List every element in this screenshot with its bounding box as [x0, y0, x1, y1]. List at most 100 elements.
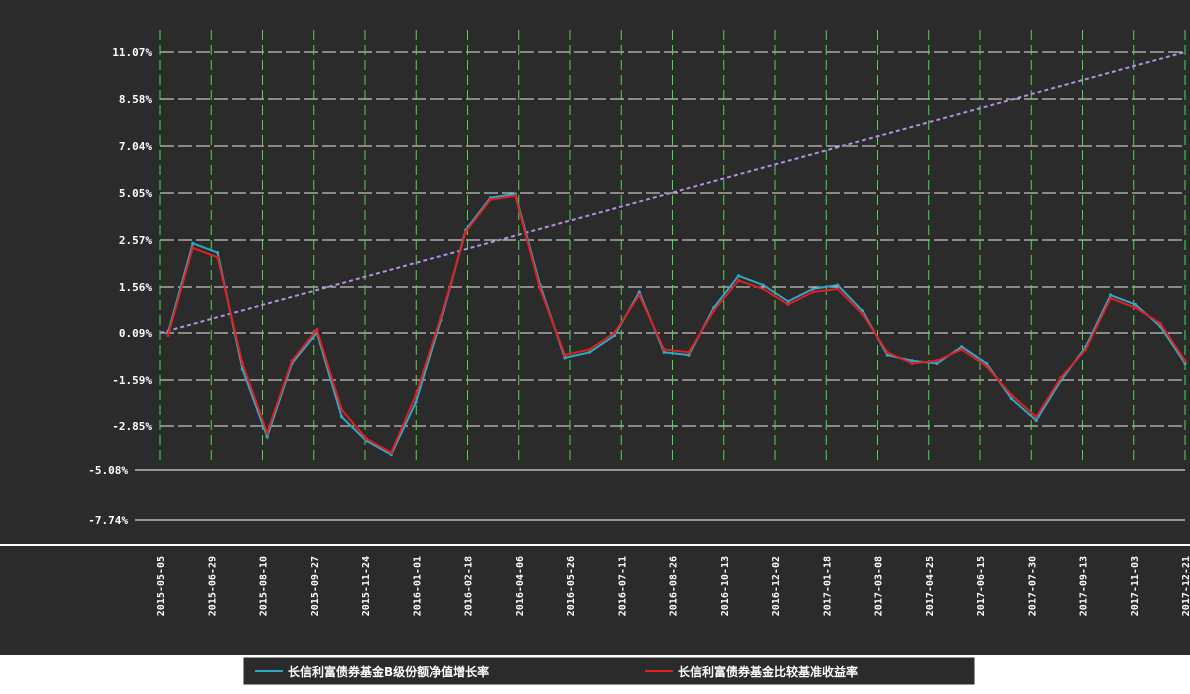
data-point [563, 356, 567, 360]
data-point [612, 333, 617, 338]
y-tick-label: 7.04% [119, 140, 152, 153]
data-point [563, 353, 567, 357]
data-point [736, 278, 741, 283]
data-point [414, 400, 418, 404]
x-tick-label: 2016-02-18 [464, 556, 475, 616]
data-point [712, 309, 716, 313]
data-point [166, 333, 170, 338]
data-point [364, 437, 368, 441]
data-point [786, 299, 790, 303]
data-point [1109, 293, 1113, 297]
data-point [1109, 296, 1113, 300]
data-point [265, 431, 269, 435]
data-point [340, 408, 344, 412]
series-line-fund [167, 192, 1186, 456]
data-point [414, 393, 418, 397]
y-tick-label: -1.59% [112, 374, 152, 387]
data-point [1034, 418, 1038, 423]
data-point [1183, 359, 1187, 363]
data-point [315, 328, 319, 332]
data-point [1183, 361, 1187, 366]
data-point [588, 347, 592, 352]
data-point [662, 347, 666, 352]
trend-line-group [159, 51, 1186, 334]
data-point [1009, 397, 1014, 401]
x-tick-label: 2017-04-25 [925, 556, 936, 616]
data-point [960, 347, 964, 352]
x-tick-label: 2017-11-03 [1130, 556, 1141, 616]
y-tick-label: 11.07% [112, 46, 152, 59]
y-tick-label: 5.05% [119, 187, 152, 200]
legend-label-fund: 长信利富债券基金B级份额净值增长率 [288, 664, 489, 679]
data-point [612, 331, 617, 335]
legend-box [242, 656, 976, 686]
x-tick-label: 2016-12-02 [771, 556, 782, 616]
y-axis: 11.07% 8.58% 7.04% 5.05% 2.57% 1.56% 0.09% -1.5… [88, 46, 152, 527]
x-tick-label: 2017-06-15 [976, 556, 987, 616]
chart-background [0, 0, 1190, 655]
data-point [1158, 321, 1162, 325]
x-tick-label: 2016-05-26 [566, 556, 577, 616]
data-point [513, 194, 517, 198]
y-tick-label: 8.58% [119, 93, 152, 106]
x-tick-label: 2015-09-27 [310, 556, 321, 616]
data-point [265, 435, 269, 439]
data-point [935, 361, 939, 366]
data-point [1133, 306, 1137, 310]
x-tick-label: 2016-07-11 [617, 556, 628, 616]
data-point [216, 251, 220, 255]
data-point [464, 230, 468, 234]
data-point [910, 361, 914, 366]
x-tick-label: 2017-01-18 [822, 556, 833, 616]
data-point [687, 350, 691, 354]
data-point [885, 350, 889, 354]
x-tick-label: 2017-03-08 [874, 556, 885, 616]
data-point [860, 309, 865, 313]
series-group [166, 192, 1187, 457]
data-point [736, 274, 741, 278]
data-point [960, 345, 964, 349]
trend-line [159, 51, 1186, 334]
data-point [935, 359, 939, 363]
data-point [240, 361, 244, 366]
data-point [191, 241, 195, 245]
data-point [1034, 415, 1038, 419]
y-tick-label: 1.56% [119, 281, 152, 294]
data-point [637, 290, 641, 294]
data-point [1059, 375, 1063, 380]
data-point [1084, 347, 1088, 352]
data-point [836, 287, 840, 291]
data-point [389, 451, 393, 455]
legend-label-benchmark: 长信利富债券基金比较基准收益率 [678, 664, 858, 679]
data-point [910, 359, 914, 363]
x-tick-label: 2017-07-30 [1027, 556, 1038, 616]
y-tick-label: -2.85% [112, 420, 152, 433]
data-point [761, 283, 765, 287]
x-tick-label: 2015-05-05 [156, 556, 167, 616]
data-point [687, 353, 691, 357]
x-tick-label: 2016-08-26 [669, 556, 680, 616]
data-point [340, 415, 344, 419]
series-line-benchmark [167, 194, 1186, 455]
data-point [985, 364, 989, 368]
y-tick-label: -7.74% [88, 514, 128, 527]
data-point [216, 255, 220, 259]
data-point [786, 302, 790, 307]
data-point [439, 315, 443, 319]
x-tick-label: 2015-11-24 [361, 556, 372, 616]
x-tick-label: 2016-10-13 [720, 556, 731, 616]
x-axis: 2015-05-05 2015-06-29 2015-08-10 2015-09-27… [156, 556, 1190, 616]
data-point [1133, 302, 1137, 307]
data-point [191, 246, 195, 250]
data-point [860, 312, 865, 316]
grid [0, 30, 1190, 546]
data-point [836, 283, 840, 287]
data-point [761, 287, 765, 291]
y-tick-label: -5.08% [88, 464, 128, 477]
legend: 长信利富债券基金B级份额净值增长率 长信利富债券基金比较基准收益率 [242, 656, 976, 686]
x-tick-label: 2015-08-10 [259, 556, 270, 616]
data-point [637, 293, 641, 297]
data-point [290, 359, 294, 363]
data-point [1009, 393, 1014, 397]
